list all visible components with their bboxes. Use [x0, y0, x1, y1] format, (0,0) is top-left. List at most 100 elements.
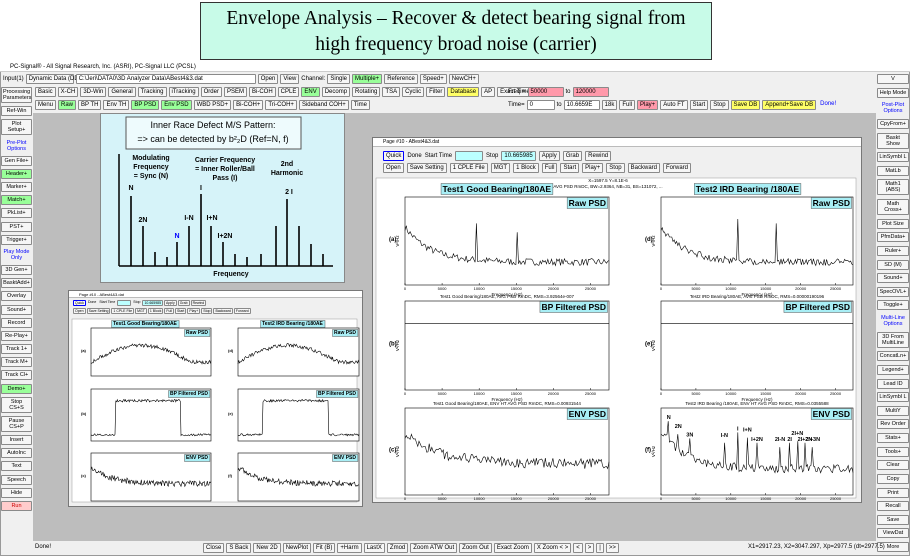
side-button[interactable]: Help Mode	[877, 87, 909, 98]
button[interactable]: Save DB	[730, 100, 761, 110]
button[interactable]: S Back	[226, 543, 252, 553]
side-button[interactable]: Rev Order	[877, 419, 909, 430]
button[interactable]: Grab	[177, 300, 190, 306]
button[interactable]: 1 CPLE File	[449, 163, 488, 173]
side-button[interactable]: Sound+	[1, 304, 32, 315]
button[interactable]: Env TH	[103, 100, 130, 110]
button[interactable]: Sideband COH+	[298, 100, 349, 110]
button[interactable]: Open	[73, 308, 86, 314]
button[interactable]: Start	[689, 100, 709, 110]
side-button[interactable]: Math1 (ABS)	[877, 179, 909, 196]
button[interactable]: Quick	[383, 151, 405, 161]
button[interactable]: 1 Block	[147, 308, 164, 314]
button[interactable]: TSA	[382, 87, 401, 97]
side-button[interactable]: Overlay	[1, 291, 32, 302]
button[interactable]: |	[596, 543, 604, 553]
button[interactable]: Quick	[73, 300, 86, 306]
button[interactable]: Save Setting	[86, 308, 111, 314]
button[interactable]: Open	[257, 74, 279, 84]
button[interactable]: Fit (B)	[313, 543, 336, 553]
button[interactable]: Close	[203, 543, 225, 553]
side-button[interactable]: Trigger+	[1, 234, 32, 245]
button[interactable]: Rewind	[585, 151, 612, 161]
side-button[interactable]: V	[877, 74, 909, 84]
button[interactable]: Apply	[164, 300, 177, 306]
side-button[interactable]: Speech	[1, 474, 32, 485]
button[interactable]: >>	[605, 543, 619, 553]
side-button[interactable]: Re-Play+	[1, 330, 32, 341]
button[interactable]: Open	[383, 163, 404, 173]
button[interactable]: LastX	[363, 543, 385, 553]
side-button[interactable]: Plot Size	[877, 218, 909, 229]
button[interactable]: Forward	[662, 163, 691, 173]
side-button[interactable]: SpecOVL+	[877, 286, 909, 297]
side-button[interactable]: Marker+	[1, 182, 32, 193]
side-button[interactable]: More	[877, 542, 909, 552]
input-field[interactable]: 10.665985	[142, 300, 164, 306]
button[interactable]: Play+	[582, 163, 604, 173]
button[interactable]: NewPlot	[282, 543, 312, 553]
button[interactable]: Apply	[538, 151, 560, 161]
side-button[interactable]: Track Cl+	[1, 370, 32, 381]
button[interactable]: Start	[175, 308, 187, 314]
button[interactable]: Raw	[58, 100, 77, 110]
button[interactable]: Rotating	[352, 87, 381, 97]
side-button[interactable]: Track 1+	[1, 344, 32, 355]
button[interactable]: X Zoom < >	[533, 543, 572, 553]
button[interactable]: Decomp	[321, 87, 351, 97]
button[interactable]: +Harm	[337, 543, 362, 553]
side-button[interactable]: Match+	[1, 195, 32, 206]
side-button[interactable]: Ref-Win	[1, 106, 32, 117]
side-button[interactable]: 3D From MultiLine	[877, 331, 909, 348]
side-button[interactable]: Processing Parameters	[1, 87, 32, 103]
side-button[interactable]: MatLb	[877, 165, 909, 176]
side-button[interactable]: Hide	[1, 487, 32, 498]
side-button[interactable]: Stats+	[877, 433, 909, 443]
button[interactable]: General	[108, 87, 136, 97]
button[interactable]: Append+Save DB	[762, 100, 817, 110]
button[interactable]: NewCH+	[448, 74, 479, 84]
side-button[interactable]: Gen File+	[1, 155, 32, 166]
button[interactable]: <	[573, 543, 583, 553]
button[interactable]: Backward	[627, 163, 660, 173]
button[interactable]: C:\Jeri\DATA0\3D Analyzer Data\ABest4&3.…	[75, 74, 256, 84]
side-button[interactable]: PST+	[1, 221, 32, 232]
side-button[interactable]: Copy	[877, 473, 909, 484]
button[interactable]: Env PSD	[161, 100, 192, 110]
side-button[interactable]: MultiY	[877, 405, 909, 416]
button[interactable]: Auto FT	[660, 100, 688, 110]
button[interactable]: Backward	[213, 308, 233, 314]
button[interactable]: Stop	[606, 163, 625, 173]
side-button[interactable]: Math Cross+	[877, 199, 909, 215]
button[interactable]: MGT	[135, 308, 147, 314]
side-button[interactable]: Pre-Plot Options	[6, 139, 27, 152]
button[interactable]: Forward	[233, 308, 251, 314]
button[interactable]: Full	[541, 163, 558, 173]
button[interactable]: Full	[164, 308, 175, 314]
button[interactable]: Rewind	[190, 300, 207, 306]
side-button[interactable]: Legend+	[877, 364, 909, 375]
button[interactable]: Multiple+	[352, 74, 383, 84]
button[interactable]: Exact Zoom	[493, 543, 532, 553]
button[interactable]: BP PSD	[131, 100, 160, 110]
side-button[interactable]: Header+	[1, 168, 32, 179]
button[interactable]: Stop	[201, 308, 213, 314]
button[interactable]: Time	[350, 100, 370, 110]
side-button[interactable]: Tools+	[877, 446, 909, 457]
side-button[interactable]: CpyFrom+	[877, 118, 909, 129]
button[interactable]: Zoom ATW Out	[410, 543, 458, 553]
button[interactable]: Speed+	[419, 74, 447, 84]
button[interactable]: Cyclic	[402, 87, 425, 97]
side-button[interactable]: Ruler+	[877, 245, 909, 256]
button[interactable]: Bi-COH	[249, 87, 276, 97]
button[interactable]: Tri-COH+	[265, 100, 297, 110]
side-button[interactable]: Save	[877, 514, 909, 525]
button[interactable]: Filter	[426, 87, 446, 97]
side-button[interactable]: ViewDat	[877, 528, 909, 539]
side-button[interactable]: Post-Plot Options	[881, 102, 905, 115]
button[interactable]: New 2D	[253, 543, 281, 553]
input-field[interactable]: 10.665985	[501, 151, 536, 161]
side-button[interactable]: Sound+	[877, 273, 909, 284]
button[interactable]: Menu	[35, 100, 57, 110]
button[interactable]: AP	[481, 87, 496, 97]
